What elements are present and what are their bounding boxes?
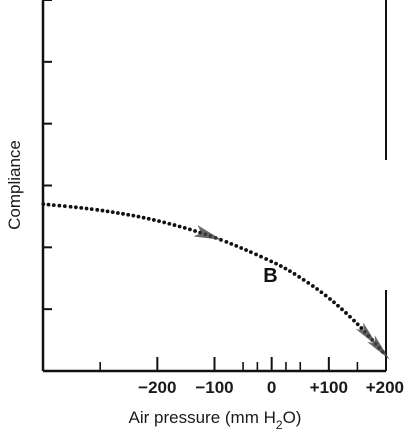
curve-dot <box>167 221 172 226</box>
x-tick-label: −200 <box>138 378 176 397</box>
curve-dot <box>292 272 297 276</box>
curve-dot <box>172 223 177 227</box>
curve-dot <box>193 229 197 233</box>
curve-dot <box>340 307 344 312</box>
curve-dot <box>234 244 239 248</box>
curve-dot <box>62 204 67 209</box>
curve-dot <box>157 219 161 224</box>
curve-dot <box>359 326 364 330</box>
series-b-curve <box>41 202 385 354</box>
arrow-marker <box>355 322 379 347</box>
x-tick-labels: −200 −100 0 +100 +200 <box>138 378 404 397</box>
curve-dot <box>352 318 356 323</box>
curve-dot <box>319 290 324 295</box>
curve-dot <box>274 261 278 266</box>
curve-dot <box>188 227 192 232</box>
curve-dot <box>229 241 234 246</box>
curve-dot <box>254 252 258 257</box>
curve-dot <box>141 215 146 220</box>
curve-dot <box>41 202 46 206</box>
curve-dot <box>131 213 136 218</box>
curve-dot <box>57 203 62 208</box>
curve-dot <box>177 224 182 229</box>
curve-dot <box>248 250 253 255</box>
curve-dot <box>264 257 269 261</box>
curve-dot <box>110 210 115 215</box>
curve-dot <box>89 207 94 211</box>
curve-dot <box>323 293 328 298</box>
curve-dot <box>269 259 274 264</box>
curve-dot <box>115 211 120 215</box>
curve-dot <box>79 205 84 210</box>
axes <box>41 0 387 373</box>
curve-dot <box>121 211 125 216</box>
curve-dot <box>182 226 187 230</box>
curve-dot <box>288 269 292 274</box>
curve-dot <box>336 303 340 308</box>
curve-dot <box>297 275 302 279</box>
x-ticks <box>99 357 387 371</box>
curve-dot <box>136 214 141 219</box>
direction-arrows <box>193 225 390 360</box>
x-tick-label: +200 <box>366 378 404 397</box>
curve-dot <box>162 220 167 225</box>
curve-dot <box>344 311 348 315</box>
curve-dot <box>68 204 73 209</box>
curve-dot <box>95 207 100 212</box>
curve-dot <box>310 284 315 288</box>
curve-dot <box>46 202 51 207</box>
curve-dot <box>51 203 56 208</box>
x-tick-label: −100 <box>195 378 233 397</box>
arrow-marker <box>367 335 390 360</box>
curve-dot <box>283 266 288 271</box>
curve-dot <box>301 277 306 282</box>
arrow-marker <box>193 225 222 241</box>
curve-dot <box>152 218 156 222</box>
curve-dot <box>126 212 131 217</box>
curve-dot <box>224 240 229 244</box>
curve-dot <box>100 208 105 213</box>
curve-dot <box>332 300 336 305</box>
curve-dot <box>306 280 311 285</box>
curve-dot <box>146 216 151 221</box>
curve-dot <box>244 248 248 252</box>
curve-dot <box>315 287 320 291</box>
x-tick-label: +100 <box>310 378 348 397</box>
curve-dot <box>348 314 352 319</box>
curve-dot <box>84 206 89 211</box>
curve-dot <box>73 205 78 210</box>
curve-dot <box>239 246 244 250</box>
x-tick-label: 0 <box>267 378 276 397</box>
curve-dot <box>105 209 110 214</box>
curve-dot <box>355 322 360 327</box>
x-axis-title: Air pressure (mm H2O) <box>129 408 302 432</box>
y-ticks <box>43 0 52 311</box>
curve-dot <box>278 264 283 268</box>
y-axis-title: Compliance <box>5 140 24 230</box>
curve-dot <box>328 297 332 301</box>
curve-dot <box>259 254 263 259</box>
curve-label-b: B <box>263 265 277 287</box>
